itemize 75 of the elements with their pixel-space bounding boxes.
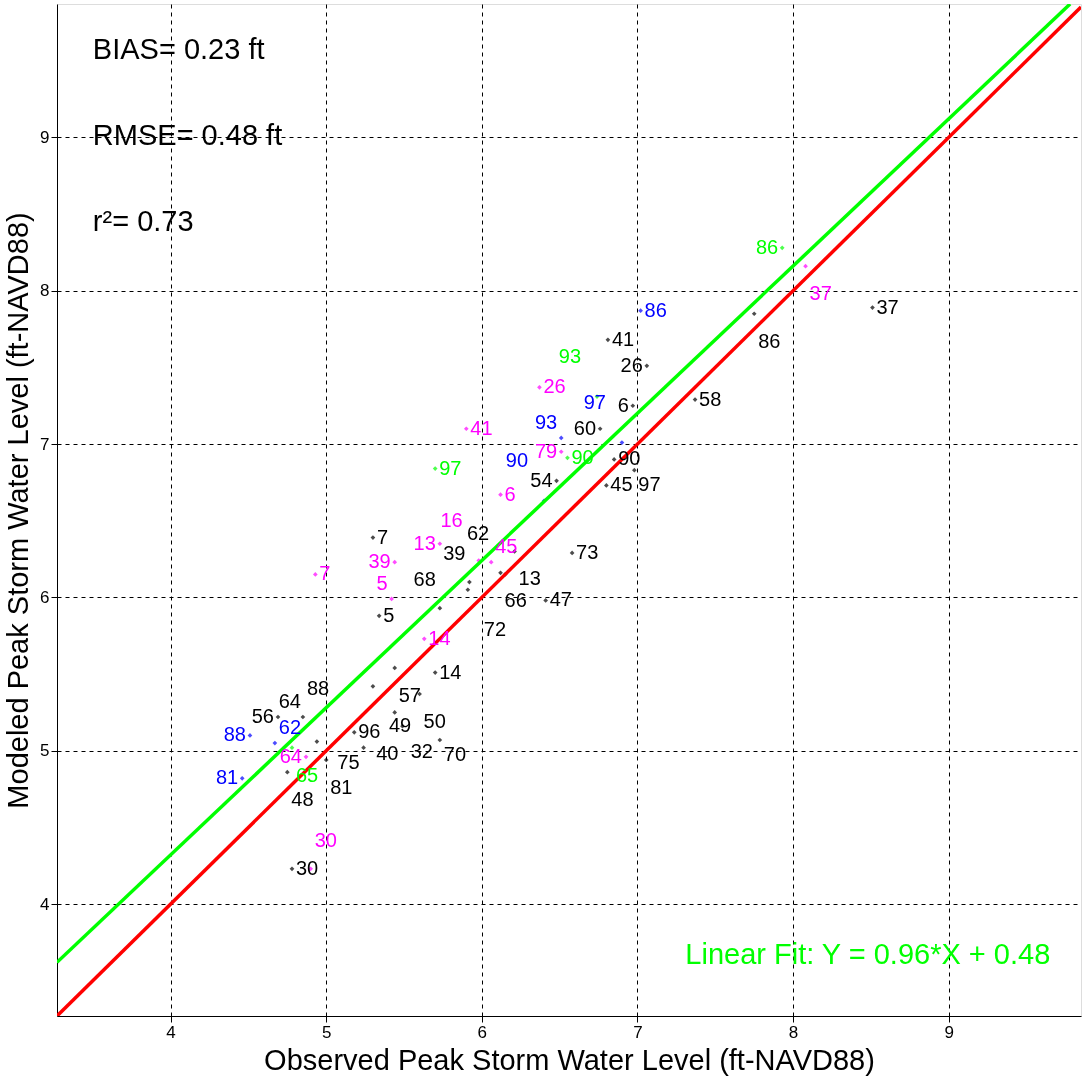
y-tick-label: 6 (40, 587, 50, 607)
y-tick-label: 5 (40, 741, 50, 761)
annotation: 86 (644, 298, 667, 321)
annotation: 62 (466, 522, 490, 545)
annotation: 40 (376, 742, 399, 765)
y-tick-label: 8 (40, 281, 50, 301)
annotation: 5 (383, 603, 395, 626)
annotation: 49 (388, 714, 412, 737)
annotation: 26 (543, 375, 566, 398)
x-tick-label: 8 (788, 1022, 799, 1042)
annotation: 13 (413, 531, 436, 554)
annotation: 16 (440, 508, 463, 531)
annotation: RMSE= 0.48 ft (92, 118, 283, 151)
annotation: BIAS= 0.23 ft (92, 32, 265, 65)
annotation: 41 (470, 416, 493, 439)
annotation: 39 (443, 542, 466, 565)
y-tick-label: 4 (40, 894, 50, 914)
x-tick-label: 9 (944, 1022, 954, 1042)
annotation: r²= 0.73 (92, 204, 194, 237)
annotation: 97 (583, 390, 606, 413)
annotation: 86 (758, 329, 781, 352)
annotation: 97 (439, 456, 462, 479)
annotation: 96 (358, 720, 381, 743)
annotation: 41 (611, 327, 635, 350)
annotation: 81 (215, 766, 239, 789)
annotation: 7 (376, 525, 389, 548)
annotation: 72 (483, 617, 507, 640)
annotation: 93 (558, 344, 582, 367)
annotation: 88 (223, 723, 246, 746)
annotation: 39 (368, 550, 391, 573)
y-tick-label: 9 (40, 127, 50, 147)
annotation: 58 (699, 387, 722, 410)
annotation: 93 (534, 410, 558, 433)
annotation: 66 (504, 588, 527, 611)
x-tick-label: 7 (633, 1022, 643, 1042)
annotation: 68 (413, 568, 436, 591)
annotation: 88 (306, 677, 330, 699)
annotation: 30 (314, 828, 337, 851)
annotation: 73 (576, 540, 599, 563)
x-tick-label: 5 (321, 1022, 332, 1042)
y-axis-title: Modeled Peak Storm Water Level (ft-NAVD88) (2, 212, 35, 809)
annotation: 48 (291, 788, 314, 811)
annotation: 5 (376, 571, 388, 594)
annotation: 57 (398, 683, 421, 706)
annotation: 26 (620, 353, 643, 376)
annotation: 97 (638, 473, 661, 496)
annotation: 37 (876, 295, 899, 318)
x-axis-title: Observed Peak Storm Water Level (ft-NAVD88) (264, 1043, 875, 1076)
annotation: 6 (617, 393, 629, 416)
annotation: Linear Fit: Y = 0.96*X + 0.48 (685, 938, 1051, 971)
annotation: 60 (573, 416, 597, 439)
annotation: 64 (279, 744, 302, 767)
annotation: 45 (610, 473, 633, 496)
annotation: 90 (505, 448, 529, 471)
annotation: 81 (330, 775, 353, 798)
annotation: 70 (443, 743, 467, 765)
annotation: 13 (518, 567, 541, 590)
annotation: 14 (439, 660, 462, 683)
x-tick-label: 4 (166, 1022, 176, 1042)
annotation: 6 (504, 482, 516, 505)
annotation: 50 (423, 710, 446, 732)
annotation: 75 (337, 750, 360, 773)
annotation: 64 (278, 689, 301, 712)
annotation: 54 (530, 468, 553, 491)
annotation: 47 (549, 588, 572, 611)
x-tick-label: 6 (477, 1022, 488, 1042)
annotation: 32 (410, 740, 433, 763)
y-tick-label: 7 (40, 434, 50, 454)
annotation: 86 (755, 235, 779, 258)
annotation: 79 (534, 439, 558, 462)
annotation: 30 (295, 856, 319, 879)
annotation: 56 (251, 705, 274, 727)
annotation: 62 (278, 716, 302, 739)
annotation: 37 (809, 282, 832, 305)
annotation: 7 (319, 562, 331, 585)
